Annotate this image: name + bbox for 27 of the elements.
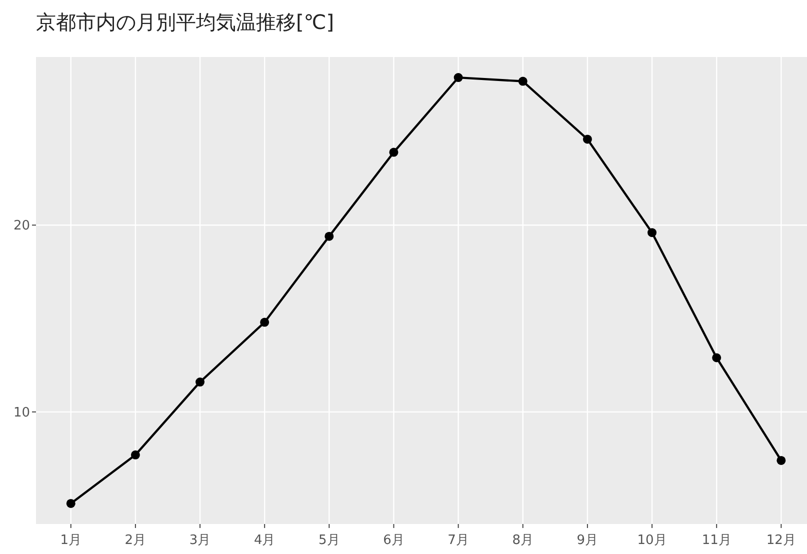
point	[389, 148, 398, 157]
point	[776, 456, 786, 465]
chart-title: 京都市内の月別平均気温推移[℃]	[36, 10, 334, 34]
point	[324, 232, 334, 241]
x-tick-label: 6月	[383, 533, 404, 548]
y-tick-label: 10	[13, 405, 30, 420]
point	[712, 353, 722, 362]
x-tick-label: 3月	[189, 533, 211, 548]
x-tick-label: 8月	[512, 533, 534, 548]
point	[196, 378, 205, 387]
point	[454, 73, 463, 82]
point	[582, 134, 592, 144]
point	[518, 76, 528, 86]
x-tick-label: 11月	[702, 533, 732, 548]
x-tick-label: 9月	[576, 533, 598, 548]
x-tick-label: 12月	[766, 533, 796, 548]
x-tick-label: 4月	[254, 533, 276, 548]
x-tick-label: 2月	[124, 533, 146, 548]
x-tick-label: 1月	[60, 533, 82, 548]
x-tick-label: 7月	[448, 533, 469, 548]
y-tick-label: 20	[13, 218, 30, 234]
point	[130, 450, 140, 460]
point	[648, 228, 657, 238]
x-tick-label: 10月	[637, 533, 667, 548]
x-tick-label: 5月	[318, 533, 340, 548]
point	[66, 498, 76, 508]
point	[260, 318, 270, 327]
